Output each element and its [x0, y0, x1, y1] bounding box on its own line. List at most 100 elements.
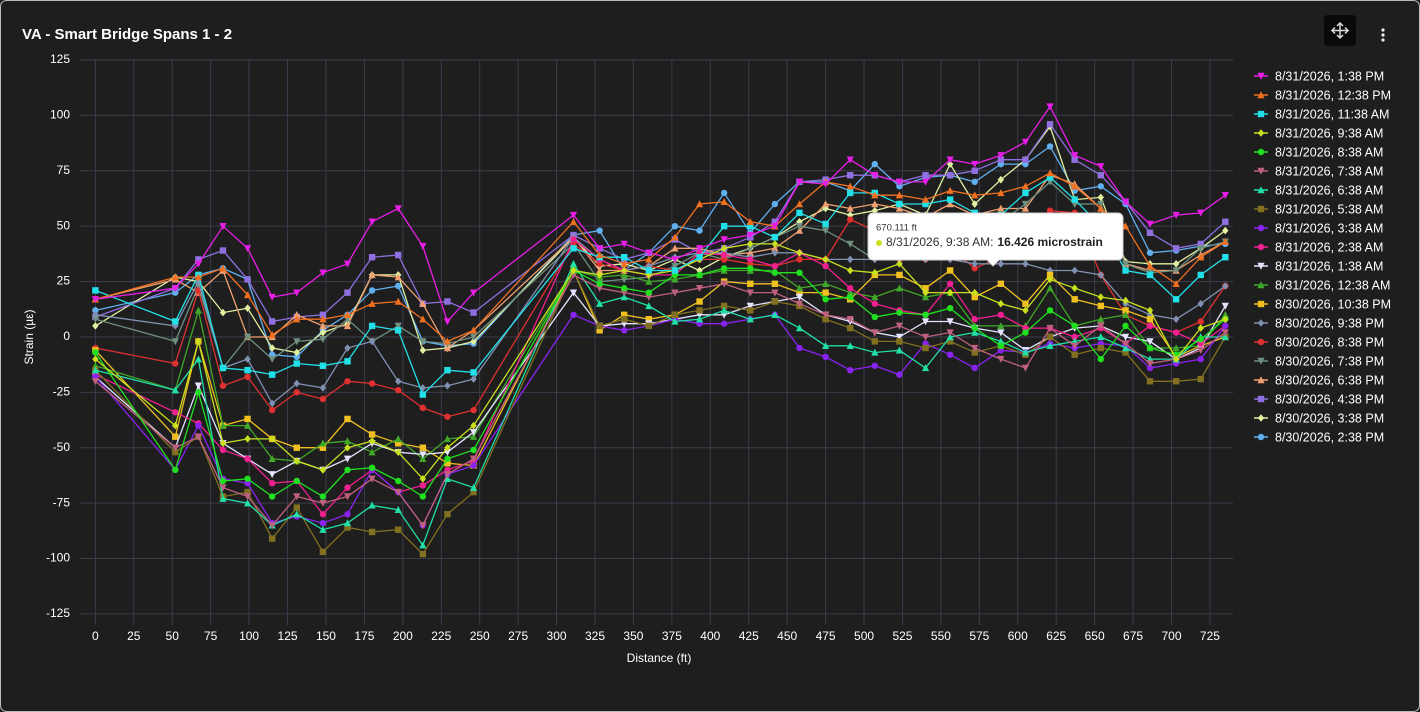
point — [419, 451, 427, 459]
point — [1071, 322, 1078, 330]
x-tick-label: 250 — [470, 629, 490, 643]
point — [645, 289, 653, 296]
x-tick-label: 700 — [1161, 629, 1181, 643]
point — [470, 309, 477, 316]
point — [243, 421, 252, 429]
point — [946, 333, 954, 341]
point — [1071, 182, 1079, 190]
point — [1146, 322, 1154, 330]
point — [922, 285, 929, 292]
point — [319, 525, 327, 533]
point — [268, 479, 276, 487]
point — [444, 413, 451, 420]
point — [822, 262, 829, 270]
point — [444, 511, 451, 518]
point — [1197, 335, 1204, 343]
legend-label: 8/30/2026, 4:38 PM — [1275, 392, 1384, 406]
point — [243, 493, 252, 501]
point — [822, 289, 829, 296]
point — [1021, 348, 1030, 356]
point — [596, 299, 604, 307]
point — [997, 280, 1005, 287]
point — [1221, 302, 1229, 310]
point — [796, 217, 803, 226]
legend-marker — [1257, 357, 1265, 365]
point — [244, 355, 251, 363]
point — [871, 160, 879, 168]
legend-label: 8/30/2026, 2:38 PM — [1275, 430, 1384, 444]
x-tick-label: 25 — [127, 629, 141, 643]
point — [720, 265, 728, 272]
point — [896, 338, 903, 345]
point — [796, 248, 803, 257]
point — [847, 216, 854, 223]
legend-label: 8/31/2026, 6:38 AM — [1275, 183, 1383, 197]
point — [171, 386, 179, 394]
point — [319, 511, 327, 518]
point — [344, 511, 351, 518]
point — [1146, 249, 1154, 256]
point — [720, 302, 728, 310]
point — [319, 444, 327, 451]
point — [847, 324, 854, 332]
tooltip-title: 670.111 ft — [876, 223, 917, 234]
point — [847, 211, 854, 219]
point — [1221, 329, 1229, 337]
point — [219, 494, 227, 502]
point — [368, 464, 376, 471]
x-tick-label: 675 — [1123, 629, 1143, 643]
point — [1097, 193, 1104, 202]
point — [172, 466, 179, 474]
point — [244, 276, 251, 283]
point — [319, 493, 327, 500]
point — [621, 253, 628, 261]
point — [871, 329, 879, 337]
point — [444, 443, 451, 452]
point — [997, 329, 1005, 337]
x-tick-label: 125 — [278, 629, 298, 643]
point — [171, 338, 179, 346]
point — [871, 338, 879, 345]
y-tick-label: -50 — [53, 440, 71, 454]
point — [971, 349, 978, 356]
point — [172, 409, 179, 416]
point — [971, 288, 978, 297]
point — [645, 267, 653, 274]
point — [91, 378, 99, 386]
point — [645, 249, 653, 257]
point — [195, 277, 202, 286]
point — [219, 421, 227, 429]
point — [368, 528, 376, 536]
point — [319, 466, 327, 474]
point — [92, 355, 99, 363]
x-tick-label: 75 — [204, 629, 218, 643]
point — [394, 435, 402, 443]
point — [243, 291, 252, 299]
point — [368, 253, 376, 261]
point — [91, 296, 99, 304]
point — [268, 435, 276, 443]
menu-button[interactable] — [1381, 28, 1385, 42]
point — [746, 248, 754, 256]
point — [895, 204, 903, 212]
point — [971, 364, 978, 372]
point — [195, 422, 202, 429]
point — [470, 406, 477, 414]
point — [1146, 338, 1154, 346]
point — [720, 198, 728, 206]
point — [419, 315, 427, 323]
point — [569, 211, 578, 219]
point — [268, 399, 276, 408]
point — [444, 381, 451, 390]
point — [1122, 322, 1129, 330]
point — [219, 484, 227, 492]
x-tick-label: 375 — [662, 629, 682, 643]
point — [997, 156, 1005, 163]
point — [795, 293, 804, 301]
point — [1071, 266, 1078, 275]
point — [419, 493, 427, 500]
point — [469, 429, 478, 437]
x-tick-label: 425 — [739, 629, 759, 643]
legend-marker — [1257, 167, 1265, 175]
legend-label: 8/31/2026, 3:38 AM — [1275, 221, 1383, 235]
